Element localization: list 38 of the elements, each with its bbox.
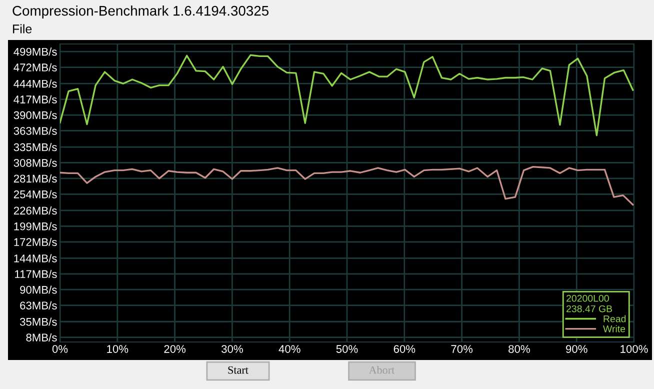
- y-tick-label: 254MB/s: [14, 190, 57, 198]
- line-series: [60, 166, 634, 206]
- line-series: [60, 54, 634, 136]
- x-tick-label: 30%: [222, 345, 243, 353]
- y-tick-label: 90MB/s: [20, 286, 57, 294]
- text: Start: [228, 366, 248, 374]
- legend-label: Read: [604, 315, 626, 322]
- chart-title: Compression-Benchmark 1.6.4194.30325: [12, 6, 269, 18]
- y-tick-label: 63MB/s: [20, 301, 57, 310]
- y-tick-label: 499MB/s: [14, 48, 57, 56]
- x-tick-label: 10%: [107, 345, 128, 353]
- y-tick-label: 472MB/s: [14, 63, 57, 72]
- x-tick-label: 20%: [164, 345, 186, 353]
- y-tick-label: 199MB/s: [14, 222, 57, 230]
- y-tick-label: 172MB/s: [14, 238, 57, 246]
- y-tick-label: 417MB/s: [14, 95, 57, 104]
- y-tick-label: 117MB/s: [15, 270, 57, 278]
- x-tick-label: 90%: [566, 345, 588, 353]
- x-tick-label: 40%: [278, 345, 300, 353]
- y-tick-label: 308MB/s: [14, 158, 57, 167]
- y-tick-label: 8MB/s: [26, 333, 57, 342]
- y-tick-label: 335MB/s: [14, 142, 57, 152]
- y-tick-label: 226MB/s: [14, 206, 57, 215]
- y-tick-label: 363MB/s: [14, 126, 57, 135]
- y-tick-label: 144MB/s: [14, 254, 57, 262]
- y-tick-label: 35MB/s: [20, 318, 57, 326]
- legend-title: 20200L00 238.47 GB: [566, 294, 612, 312]
- legend-label: Write: [603, 325, 626, 332]
- x-tick-label: 50%: [336, 345, 358, 353]
- text: File: [13, 24, 32, 34]
- y-tick-label: 390MB/s: [14, 110, 57, 120]
- y-tick-label: 281MB/s: [14, 174, 57, 183]
- x-tick-label: 0%: [52, 345, 68, 353]
- x-tick-label: 60%: [394, 345, 416, 353]
- x-tick-label: 70%: [451, 345, 473, 353]
- y-tick-label: 444MB/s: [14, 80, 57, 88]
- x-tick-label: 80%: [508, 345, 530, 353]
- x-tick-label: 100%: [620, 345, 648, 353]
